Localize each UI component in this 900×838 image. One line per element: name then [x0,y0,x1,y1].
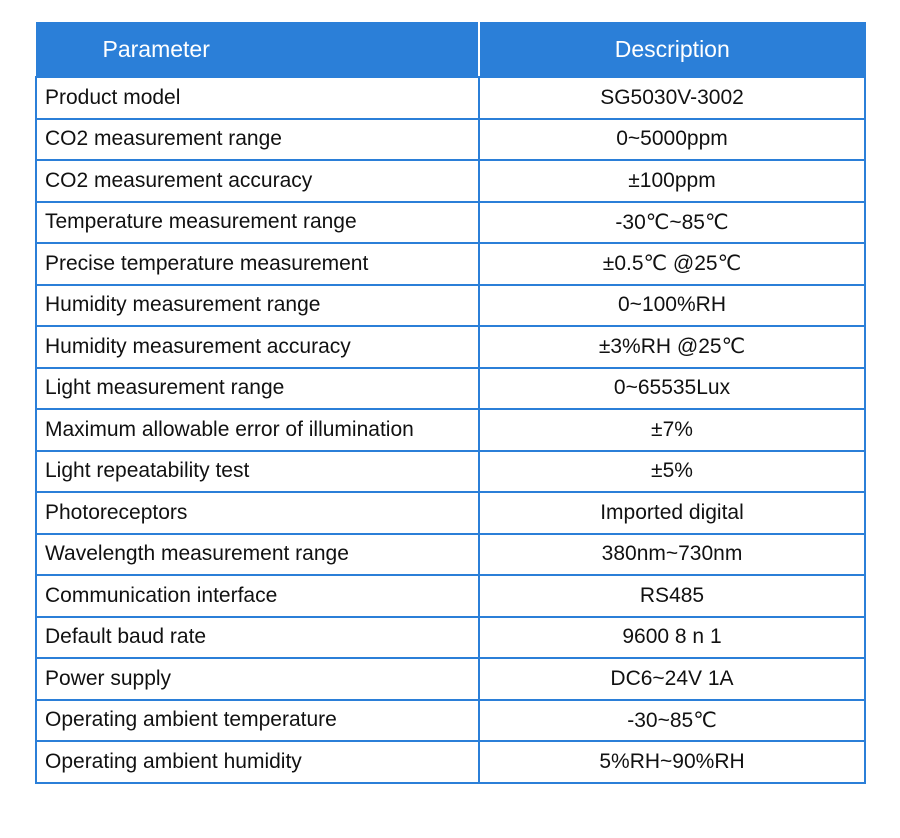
parameter-cell: Product model [35,76,480,120]
parameter-cell: Operating ambient humidity [35,740,480,784]
description-cell: SG5030V-3002 [478,76,866,120]
description-cell: ±100ppm [478,159,866,203]
description-cell: 0~5000ppm [478,117,866,161]
description-cell: 0~65535Lux [478,366,866,410]
table-row: Default baud rate 9600 8 n 1 [35,615,866,659]
spec-table: Parameter Description Product model SG50… [35,22,866,784]
table-row: Power supply DC6~24V 1A [35,657,866,701]
description-cell: 0~100%RH [478,283,866,327]
description-cell: ±5% [478,449,866,493]
description-column-header: Description [478,22,866,78]
table-row: Operating ambient temperature -30~85℃ [35,698,866,742]
parameter-cell: Light repeatability test [35,449,480,493]
parameter-cell: Communication interface [35,574,480,618]
header-row: Parameter Description [35,22,866,78]
parameter-cell: Temperature measurement range [35,200,480,244]
table-body: Product model SG5030V-3002 CO2 measureme… [35,76,866,784]
description-cell: ±3%RH @25℃ [478,325,866,369]
description-cell: 5%RH~90%RH [478,740,866,784]
table-header: Parameter Description [35,22,866,78]
table-row: Humidity measurement range 0~100%RH [35,283,866,327]
description-cell: Imported digital [478,491,866,535]
table-row: Photoreceptors Imported digital [35,491,866,535]
description-cell: ±0.5℃ @25℃ [478,242,866,286]
description-cell: -30℃~85℃ [478,200,866,244]
table-row: Wavelength measurement range 380nm~730nm [35,532,866,576]
table-row: Product model SG5030V-3002 [35,76,866,120]
parameter-cell: CO2 measurement range [35,117,480,161]
parameter-cell: Wavelength measurement range [35,532,480,576]
table-row: Communication interface RS485 [35,574,866,618]
description-cell: 380nm~730nm [478,532,866,576]
description-cell: 9600 8 n 1 [478,615,866,659]
description-cell: RS485 [478,574,866,618]
table-row: Precise temperature measurement ±0.5℃ @2… [35,242,866,286]
table-row: Humidity measurement accuracy ±3%RH @25℃ [35,325,866,369]
table-row: CO2 measurement accuracy ±100ppm [35,159,866,203]
parameter-cell: Humidity measurement accuracy [35,325,480,369]
parameter-column-header: Parameter [35,22,480,78]
parameter-cell: Humidity measurement range [35,283,480,327]
parameter-cell: Maximum allowable error of illumination [35,408,480,452]
parameter-cell: Operating ambient temperature [35,698,480,742]
table-row: Light measurement range 0~65535Lux [35,366,866,410]
table-row: Maximum allowable error of illumination … [35,408,866,452]
table-row: Light repeatability test ±5% [35,449,866,493]
table-row: Operating ambient humidity 5%RH~90%RH [35,740,866,784]
description-cell: -30~85℃ [478,698,866,742]
parameter-cell: CO2 measurement accuracy [35,159,480,203]
description-cell: DC6~24V 1A [478,657,866,701]
parameter-cell: Default baud rate [35,615,480,659]
parameter-cell: Precise temperature measurement [35,242,480,286]
table-row: Temperature measurement range -30℃~85℃ [35,200,866,244]
parameter-cell: Light measurement range [35,366,480,410]
table-row: CO2 measurement range 0~5000ppm [35,117,866,161]
parameter-cell: Photoreceptors [35,491,480,535]
description-cell: ±7% [478,408,866,452]
parameter-cell: Power supply [35,657,480,701]
